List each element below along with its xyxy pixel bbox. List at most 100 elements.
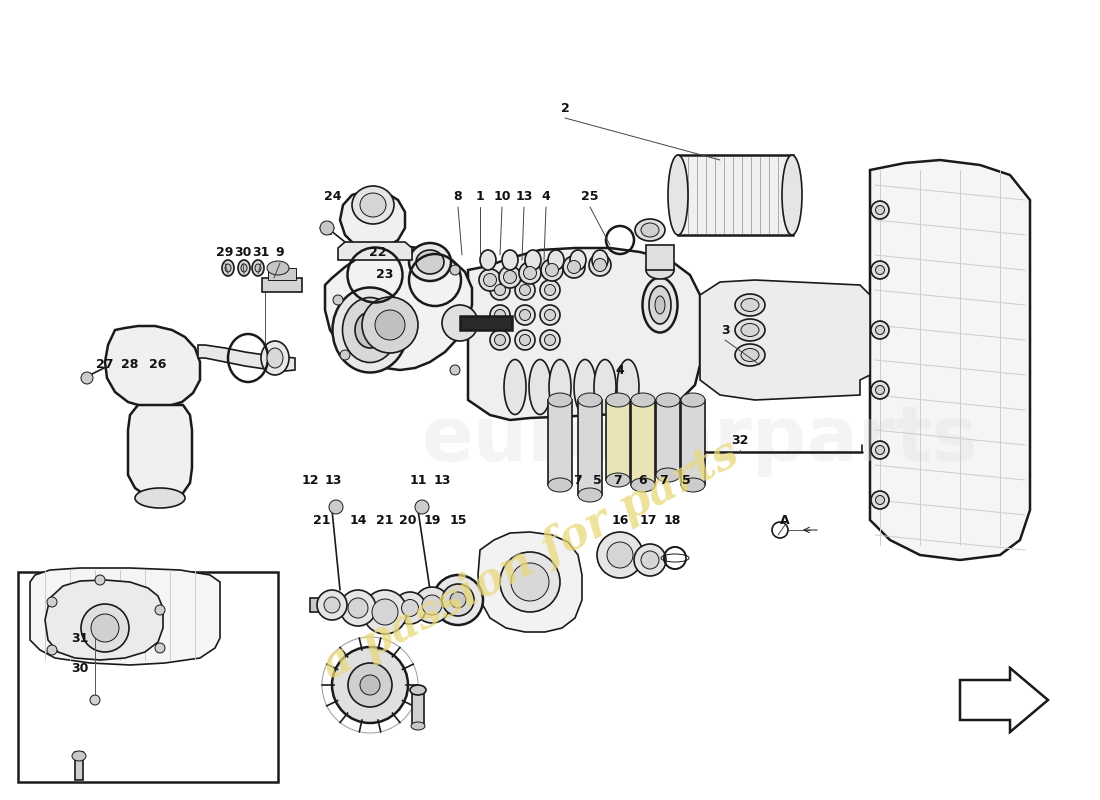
Ellipse shape xyxy=(519,262,541,284)
Ellipse shape xyxy=(342,298,397,362)
Ellipse shape xyxy=(646,261,674,279)
Polygon shape xyxy=(468,248,700,420)
Ellipse shape xyxy=(871,381,889,399)
Circle shape xyxy=(155,605,165,615)
Ellipse shape xyxy=(570,250,586,270)
Ellipse shape xyxy=(782,155,802,235)
Text: 21: 21 xyxy=(376,514,394,526)
Ellipse shape xyxy=(135,488,185,508)
Ellipse shape xyxy=(594,359,616,414)
Ellipse shape xyxy=(512,563,549,601)
Ellipse shape xyxy=(495,285,506,295)
Ellipse shape xyxy=(226,264,231,272)
Ellipse shape xyxy=(634,544,665,576)
Polygon shape xyxy=(870,160,1030,560)
Ellipse shape xyxy=(525,250,541,270)
Ellipse shape xyxy=(548,250,564,270)
Circle shape xyxy=(362,297,418,353)
Text: 31: 31 xyxy=(252,246,270,259)
Polygon shape xyxy=(338,242,412,260)
Ellipse shape xyxy=(876,495,884,505)
Text: 5: 5 xyxy=(593,474,602,486)
Text: 29: 29 xyxy=(217,246,233,259)
Ellipse shape xyxy=(871,201,889,219)
Bar xyxy=(681,400,705,485)
Ellipse shape xyxy=(649,286,671,324)
Ellipse shape xyxy=(409,243,451,281)
Circle shape xyxy=(81,372,94,384)
Circle shape xyxy=(332,647,408,723)
Bar xyxy=(18,572,278,782)
Circle shape xyxy=(360,675,379,695)
Circle shape xyxy=(333,295,343,305)
Ellipse shape xyxy=(741,298,759,311)
Ellipse shape xyxy=(241,264,248,272)
Text: 1: 1 xyxy=(475,190,484,203)
Ellipse shape xyxy=(540,305,560,325)
Bar xyxy=(656,400,680,475)
Text: 18: 18 xyxy=(663,514,681,526)
Bar xyxy=(75,752,82,780)
Ellipse shape xyxy=(642,278,678,333)
Ellipse shape xyxy=(631,478,654,492)
Ellipse shape xyxy=(681,478,705,492)
Circle shape xyxy=(442,305,478,341)
Ellipse shape xyxy=(876,386,884,394)
Ellipse shape xyxy=(324,597,340,613)
Ellipse shape xyxy=(668,155,688,235)
Text: 3: 3 xyxy=(720,323,729,337)
Text: 13: 13 xyxy=(433,474,451,486)
Ellipse shape xyxy=(267,261,289,275)
Ellipse shape xyxy=(478,269,500,291)
Circle shape xyxy=(348,663,392,707)
Ellipse shape xyxy=(238,260,250,276)
Ellipse shape xyxy=(490,280,510,300)
Text: 30: 30 xyxy=(234,246,252,259)
Ellipse shape xyxy=(540,330,560,350)
Ellipse shape xyxy=(414,587,450,623)
Ellipse shape xyxy=(480,250,496,270)
Circle shape xyxy=(450,365,460,375)
Bar xyxy=(310,598,472,612)
Bar xyxy=(631,400,654,485)
Ellipse shape xyxy=(607,542,632,568)
Text: a passion for parts: a passion for parts xyxy=(315,432,746,688)
Bar xyxy=(578,400,602,495)
Circle shape xyxy=(95,575,104,585)
Ellipse shape xyxy=(352,186,394,224)
Ellipse shape xyxy=(524,266,537,279)
Ellipse shape xyxy=(681,393,705,407)
Ellipse shape xyxy=(490,330,510,350)
Bar xyxy=(646,245,674,270)
Ellipse shape xyxy=(348,598,369,618)
Ellipse shape xyxy=(568,261,581,274)
Polygon shape xyxy=(198,345,295,371)
Circle shape xyxy=(155,643,165,653)
Ellipse shape xyxy=(490,305,510,325)
Text: 14: 14 xyxy=(350,514,366,526)
Ellipse shape xyxy=(422,595,442,615)
Ellipse shape xyxy=(871,491,889,509)
Ellipse shape xyxy=(340,590,376,626)
Text: 2: 2 xyxy=(561,102,570,114)
Ellipse shape xyxy=(519,310,530,321)
Circle shape xyxy=(450,265,460,275)
Ellipse shape xyxy=(416,250,444,274)
Circle shape xyxy=(91,614,119,642)
Text: 7: 7 xyxy=(614,474,623,486)
Ellipse shape xyxy=(540,280,560,300)
Text: 17: 17 xyxy=(639,514,657,526)
Circle shape xyxy=(320,221,334,235)
Text: A: A xyxy=(780,514,790,526)
Circle shape xyxy=(90,695,100,705)
Ellipse shape xyxy=(544,310,556,321)
Ellipse shape xyxy=(495,310,506,321)
Ellipse shape xyxy=(871,441,889,459)
Ellipse shape xyxy=(606,393,630,407)
Ellipse shape xyxy=(574,359,596,414)
Ellipse shape xyxy=(548,478,572,492)
Circle shape xyxy=(47,597,57,607)
Ellipse shape xyxy=(332,287,407,373)
Circle shape xyxy=(81,604,129,652)
Polygon shape xyxy=(104,326,200,407)
